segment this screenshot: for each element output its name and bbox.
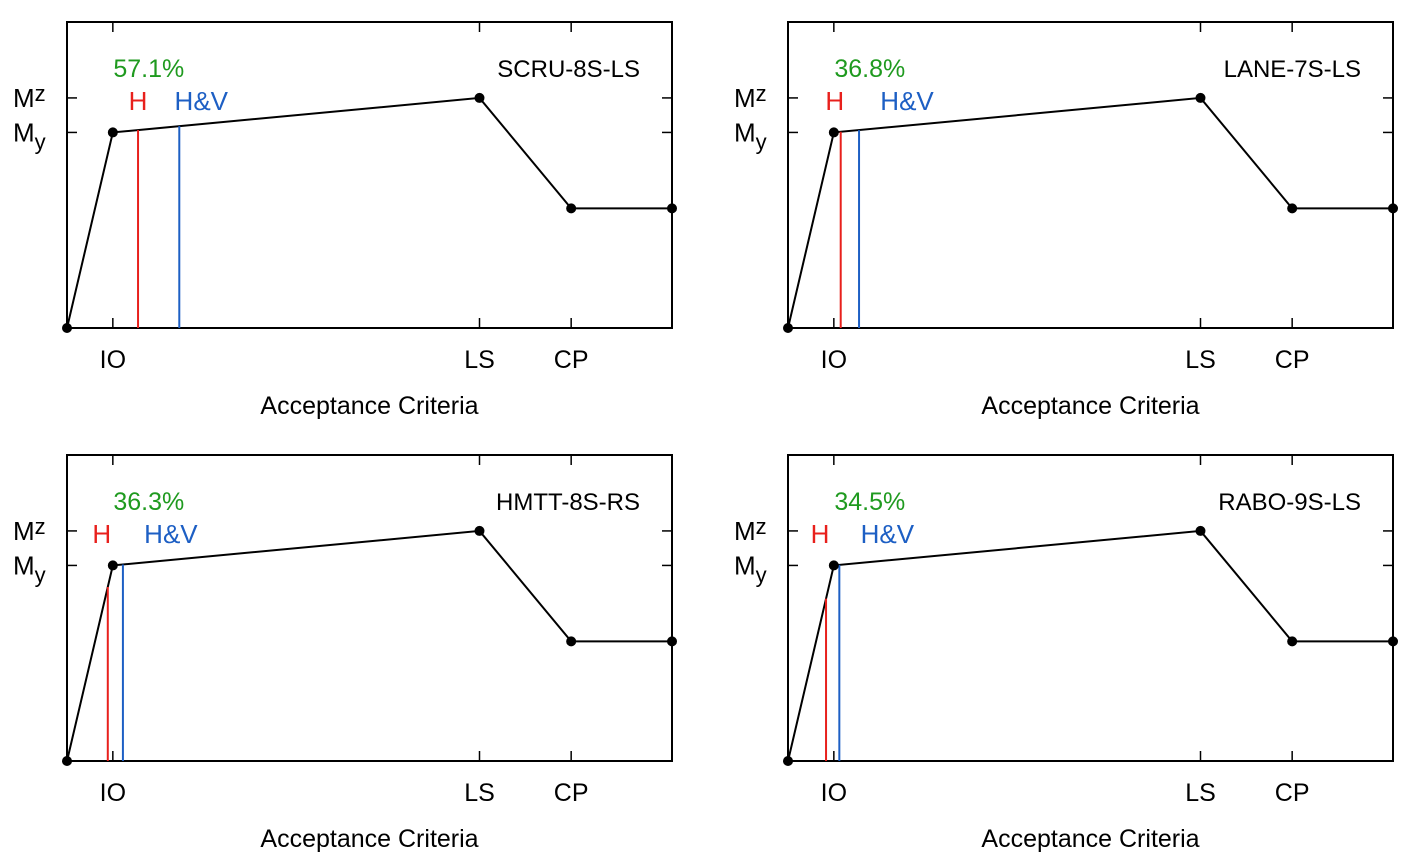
data-point-5 xyxy=(1388,203,1398,214)
chart-panel-2: IO LS CP Mz My Acceptance Criteria H H&V 36.8% LA… xyxy=(734,21,1398,420)
percentage-label: 57.1% xyxy=(113,55,184,83)
data-point-1 xyxy=(62,756,72,766)
plot-frame xyxy=(787,21,1394,329)
data-point-4 xyxy=(566,636,577,647)
marker-label-hv: H&V xyxy=(861,519,915,549)
y-tick-label-mz: Mz xyxy=(13,81,46,113)
data-point-3 xyxy=(474,92,485,103)
data-point-5 xyxy=(667,203,677,214)
backbone-curve xyxy=(787,529,1393,762)
backbone-curve xyxy=(66,529,672,762)
x-axis-label: Acceptance Criteria xyxy=(260,392,478,420)
x-tick-label-ls: LS xyxy=(464,346,495,374)
x-tick-label-cp: CP xyxy=(554,779,589,807)
y-tick-label-my: My xyxy=(13,117,46,154)
x-tick-label-io: IO xyxy=(100,346,126,374)
data-point-1 xyxy=(783,323,793,333)
chart-panel-4: IO LS CP Mz My Acceptance Criteria H H&V 34.5% RA… xyxy=(734,454,1398,853)
y-tick-label-my: My xyxy=(13,550,46,587)
chart-panel-3: IO LS CP Mz My Acceptance Criteria H H&V 36.3% HM… xyxy=(13,454,677,853)
y-tick-label-my: My xyxy=(734,550,767,587)
x-tick-label-io: IO xyxy=(821,346,847,374)
backbone-curve xyxy=(787,96,1393,329)
marker-label-h: H xyxy=(811,519,830,549)
x-tick-label-ls: LS xyxy=(1185,346,1216,374)
plot-frame xyxy=(66,454,673,762)
marker-label-hv: H&V xyxy=(144,519,198,549)
data-point-2 xyxy=(828,560,839,571)
percentage-label: 36.3% xyxy=(113,488,184,516)
data-point-5 xyxy=(1388,636,1398,647)
x-tick-label-cp: CP xyxy=(1275,346,1310,374)
data-point-3 xyxy=(1195,92,1206,103)
marker-label-h: H xyxy=(92,519,111,549)
y-tick-label-mz: Mz xyxy=(734,81,767,113)
marker-label-h: H xyxy=(129,86,148,116)
x-axis-label: Acceptance Criteria xyxy=(260,825,478,853)
data-point-2 xyxy=(107,560,118,571)
x-tick-label-cp: CP xyxy=(1275,779,1310,807)
x-tick-label-cp: CP xyxy=(554,346,589,374)
data-point-1 xyxy=(62,323,72,333)
data-point-4 xyxy=(1287,203,1298,214)
data-point-1 xyxy=(783,756,793,766)
panel-title: SCRU-8S-LS xyxy=(497,56,640,83)
data-point-3 xyxy=(474,525,485,536)
panel-title: RABO-9S-LS xyxy=(1218,489,1361,516)
data-point-2 xyxy=(107,127,118,138)
y-tick-label-my: My xyxy=(734,117,767,154)
x-tick-label-ls: LS xyxy=(464,779,495,807)
marker-label-h: H xyxy=(825,86,844,116)
x-axis-label: Acceptance Criteria xyxy=(981,825,1199,853)
plot-frame xyxy=(66,21,673,329)
x-tick-label-ls: LS xyxy=(1185,779,1216,807)
data-point-2 xyxy=(828,127,839,138)
backbone-curve xyxy=(66,96,672,329)
percentage-label: 34.5% xyxy=(834,488,905,516)
data-point-4 xyxy=(566,203,577,214)
y-tick-label-mz: Mz xyxy=(734,514,767,546)
y-tick-label-mz: Mz xyxy=(13,514,46,546)
x-axis-label: Acceptance Criteria xyxy=(981,392,1199,420)
chart-panel-1: IO LS CP Mz My Acceptance Criteria H H&V 57.1% SC… xyxy=(13,21,677,420)
x-tick-label-io: IO xyxy=(100,779,126,807)
data-point-4 xyxy=(1287,636,1298,647)
marker-label-hv: H&V xyxy=(880,86,934,116)
data-point-5 xyxy=(667,636,677,647)
data-point-3 xyxy=(1195,525,1206,536)
marker-label-hv: H&V xyxy=(175,86,229,116)
x-tick-label-io: IO xyxy=(821,779,847,807)
panel-title: HMTT-8S-RS xyxy=(496,489,640,516)
percentage-label: 36.8% xyxy=(834,55,905,83)
panel-title: LANE-7S-LS xyxy=(1224,56,1361,83)
plot-frame xyxy=(787,454,1394,762)
